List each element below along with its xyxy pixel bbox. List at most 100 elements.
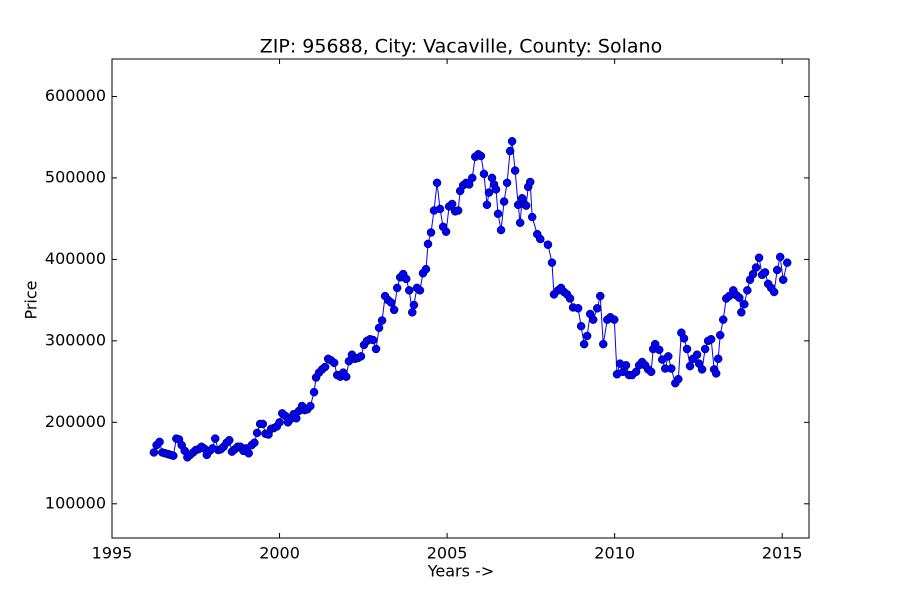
data-point: [769, 287, 779, 297]
data-point: [543, 240, 553, 249]
data-point: [404, 286, 414, 295]
data-point: [621, 361, 631, 370]
data-point: [778, 275, 788, 285]
data-point: [496, 225, 506, 235]
data-point: [484, 188, 494, 197]
chart-title: ZIP: 95688, City: Vacaville, County: Sol…: [260, 36, 662, 58]
data-point: [740, 299, 749, 309]
data-point: [667, 364, 676, 373]
data-point: [565, 294, 575, 303]
data-point: [453, 206, 463, 215]
data-point: [169, 451, 178, 460]
y-tick-label: 500000: [45, 167, 106, 186]
data-point: [423, 239, 433, 249]
data-point: [697, 365, 707, 374]
data-point: [654, 345, 664, 355]
data-point: [341, 372, 351, 381]
x-axis-label: Years ->: [427, 562, 494, 581]
data-point: [706, 334, 716, 344]
data-point: [329, 358, 339, 368]
data-point: [479, 169, 489, 179]
x-tick-label: 1995: [92, 544, 133, 563]
data-point: [754, 253, 764, 263]
data-point: [432, 178, 442, 188]
data-point: [155, 437, 164, 447]
data-point: [491, 185, 501, 194]
data-point: [576, 321, 586, 331]
data-point: [536, 234, 545, 244]
y-tick-label: 300000: [45, 330, 106, 349]
data-point: [525, 177, 535, 187]
x-tick-label: 2000: [259, 544, 300, 563]
data-point: [588, 315, 598, 324]
data-point: [476, 151, 486, 161]
data-point: [389, 305, 399, 315]
data-point: [435, 204, 445, 214]
data-point: [275, 418, 284, 427]
data-point: [377, 316, 387, 325]
data-point: [751, 263, 761, 272]
data-point: [718, 315, 728, 324]
data-point: [713, 354, 723, 364]
data-point: [579, 339, 589, 349]
data-point: [711, 369, 721, 378]
data-point: [258, 419, 268, 429]
data-point: [743, 286, 752, 295]
data-point: [250, 438, 259, 447]
x-tick-label: 2015: [762, 544, 803, 563]
data-point: [499, 197, 509, 206]
data-point: [306, 401, 315, 411]
data-point: [735, 293, 744, 302]
data-point: [252, 428, 262, 438]
data-point: [415, 286, 425, 295]
data-point: [772, 265, 782, 275]
data-point: [292, 414, 301, 423]
data-point: [700, 344, 710, 354]
data-point: [510, 166, 520, 175]
data-point: [674, 374, 683, 384]
x-tick-label: 2010: [594, 544, 635, 563]
data-point: [371, 344, 381, 354]
data-point: [421, 264, 431, 274]
plot-frame: [111, 58, 810, 539]
data-point: [401, 274, 411, 284]
data-point: [527, 212, 537, 222]
data-point: [225, 435, 234, 445]
data-point: [409, 300, 419, 310]
data-point: [610, 315, 619, 324]
data-point: [573, 304, 583, 313]
data-point: [426, 228, 436, 237]
data-point: [441, 227, 451, 236]
data-point: [368, 335, 378, 345]
data-point: [521, 201, 531, 210]
data-point: [685, 361, 695, 371]
data-point: [407, 308, 417, 317]
data-point: [447, 199, 457, 209]
data-point: [775, 252, 785, 262]
data-point: [592, 304, 602, 313]
y-tick-label: 200000: [45, 412, 106, 431]
data-point: [149, 448, 159, 457]
data-point: [502, 178, 512, 188]
data-point: [244, 449, 253, 458]
data-point: [760, 268, 770, 277]
data-point: [493, 209, 503, 219]
y-tick-label: 600000: [45, 86, 106, 105]
data-point: [210, 434, 220, 443]
data-point: [392, 283, 402, 293]
data-point: [386, 298, 396, 307]
data-point: [507, 137, 517, 146]
data-point: [595, 291, 605, 301]
data-point: [737, 308, 746, 317]
data-point: [646, 367, 656, 377]
data-point: [505, 146, 515, 156]
data-point: [320, 362, 330, 372]
data-point: [682, 344, 692, 354]
data-point: [582, 331, 592, 341]
data-point: [482, 200, 492, 210]
data-point: [599, 339, 608, 349]
data-point: [467, 173, 477, 183]
data-point: [515, 218, 525, 227]
x-tick-label: 2005: [427, 544, 468, 563]
